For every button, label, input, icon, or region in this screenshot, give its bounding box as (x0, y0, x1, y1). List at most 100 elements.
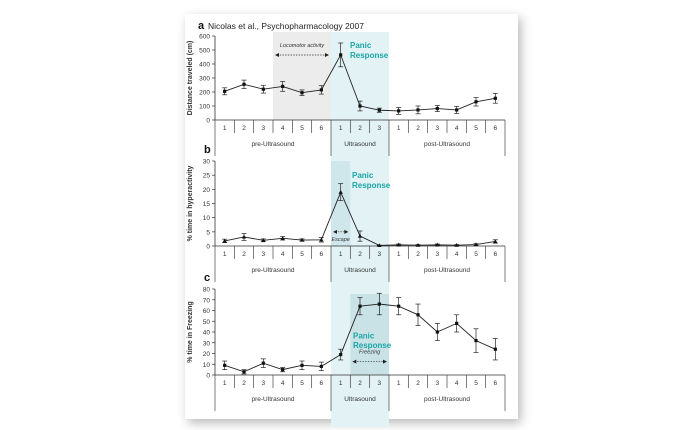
x-tick-label: 1 (339, 251, 343, 258)
x-tick-label: 1 (339, 125, 343, 132)
data-point (339, 53, 343, 57)
y-axis-label: % time in hyperactivity (187, 165, 194, 241)
x-tick-label: 6 (320, 380, 324, 387)
panic-response-label-1: Panic (352, 171, 374, 180)
y-axis-label: Distance traveled (cm) (187, 41, 194, 116)
y-tick-label: 10 (203, 362, 211, 369)
panel-a: a 0 100 200 300 400 500 600 Distance traveled (c… (187, 20, 506, 172)
x-tick-label: 4 (281, 380, 285, 387)
group-label: post-Ultrasound (424, 267, 470, 274)
y-tick-label: 0 (206, 373, 210, 380)
group-label: pre-Ultrasound (252, 141, 295, 148)
data-point (223, 89, 227, 93)
data-point (474, 339, 478, 343)
x-tick-label: 3 (262, 380, 266, 387)
x-tick-label: 4 (281, 251, 285, 258)
x-tick-label: 4 (455, 380, 459, 387)
arrow-head-right-icon (344, 229, 349, 234)
panic-response-label-2: Response (350, 51, 389, 60)
x-tick-label: 2 (416, 251, 420, 258)
data-point-triangle (415, 242, 421, 247)
data-point (261, 361, 265, 365)
data-point (474, 100, 478, 104)
group-label: post-Ultrasound (424, 396, 470, 403)
data-point (358, 304, 362, 308)
panel-letter: c (204, 272, 210, 284)
x-tick-label: 3 (262, 251, 266, 258)
y-tick-label: 80 (203, 287, 211, 294)
x-tick-label: 5 (474, 125, 478, 132)
data-point-triangle (493, 239, 498, 244)
x-tick-label: 4 (455, 125, 459, 132)
panic-response-label-1: Panic (350, 41, 372, 50)
data-point-triangle (299, 237, 305, 242)
panic-response-label-2: Response (352, 181, 391, 190)
y-tick-label: 5 (206, 229, 210, 236)
x-tick-label: 5 (474, 251, 478, 258)
data-point-triangle (454, 242, 459, 247)
x-tick-label: 5 (300, 380, 304, 387)
x-tick-label: 3 (262, 125, 266, 132)
y-tick-label: 15 (203, 201, 211, 208)
x-tick-label: 3 (436, 251, 440, 258)
x-tick-label: 2 (242, 380, 246, 387)
x-tick-label: 5 (300, 251, 304, 258)
x-tick-label: 5 (474, 380, 478, 387)
y-tick-label: 20 (203, 351, 211, 358)
data-point-triangle (473, 242, 479, 247)
x-tick-label: 3 (436, 380, 440, 387)
group-label: post-Ultrasound (424, 141, 470, 148)
x-tick-label: 1 (223, 251, 227, 258)
y-tick-label: 100 (199, 104, 210, 111)
y-tick-label: 300 (199, 76, 210, 83)
y-tick-label: 600 (199, 34, 210, 41)
data-point (493, 96, 497, 100)
arrow-head-left-icon (275, 53, 279, 57)
data-point (319, 88, 323, 92)
x-tick-label: 1 (223, 125, 227, 132)
x-tick-label: 1 (397, 251, 401, 258)
data-point (397, 304, 401, 308)
x-tick-label: 6 (320, 125, 324, 132)
y-tick-label: 500 (199, 48, 210, 55)
y-tick-label: 200 (199, 90, 210, 97)
data-point (300, 91, 304, 95)
data-point (358, 104, 362, 108)
y-tick-label: 30 (203, 340, 211, 347)
x-tick-label: 3 (436, 125, 440, 132)
x-tick-label: 1 (339, 380, 343, 387)
data-point-triangle (280, 236, 285, 240)
x-tick-label: 6 (494, 125, 498, 132)
arrow-head-left-icon (333, 229, 337, 234)
y-tick-label: 0 (206, 244, 210, 251)
x-tick-label: 6 (320, 251, 324, 258)
y-tick-label: 70 (203, 297, 211, 304)
data-point (435, 106, 439, 111)
data-point (397, 109, 401, 113)
x-tick-label: 3 (378, 125, 382, 132)
data-point (455, 321, 459, 325)
group-label: pre-Ultrasound (252, 396, 295, 403)
data-point-triangle (241, 234, 247, 239)
arrow-head-right-icon (383, 359, 387, 364)
group-label: Ultrasound (344, 141, 376, 148)
y-axis-label: % time in Freezing (187, 301, 194, 362)
y-tick-label: 20 (203, 187, 211, 194)
x-tick-label: 2 (358, 125, 362, 132)
x-tick-label: 1 (223, 380, 227, 387)
panel-letter: b (204, 144, 211, 156)
y-tick-label: 0 (206, 118, 210, 125)
x-tick-label: 2 (416, 125, 420, 132)
x-tick-label: 4 (455, 251, 459, 258)
data-point-triangle (338, 189, 343, 194)
data-point-triangle (377, 243, 382, 248)
data-point (300, 363, 304, 367)
freezing-label: Freezing (359, 350, 381, 356)
locomotor-shade (273, 32, 331, 120)
group-label: Ultrasound (344, 267, 376, 274)
group-label: Ultrasound (344, 396, 376, 403)
x-tick-label: 2 (242, 125, 246, 132)
data-point-triangle (357, 233, 363, 238)
panel-c: c 0 10 20 30 40 50 60 70 80 % time in Freezing 1 2 3 4… (187, 272, 506, 427)
